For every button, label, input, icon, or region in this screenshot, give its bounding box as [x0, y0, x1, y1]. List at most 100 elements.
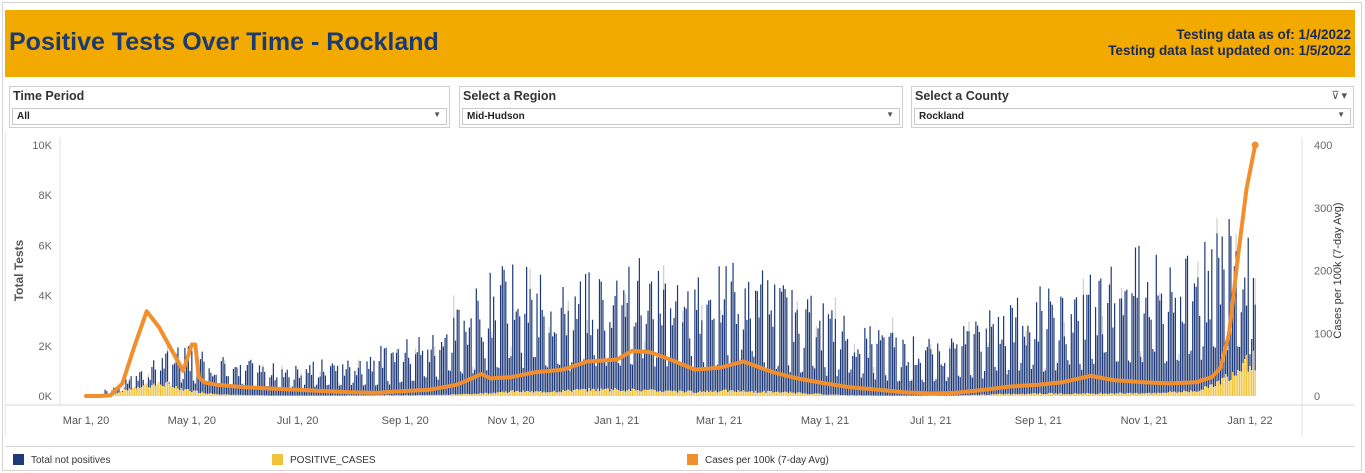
bar-positive-cases	[458, 394, 460, 396]
bar-positive-cases	[749, 391, 751, 396]
bar-positive-cases	[1013, 393, 1015, 396]
bar-total-not-positives	[744, 288, 746, 392]
bar-positive-cases	[562, 389, 564, 396]
bar-total-not-positives	[354, 370, 356, 396]
bar-total-not-positives	[550, 311, 552, 393]
bar-positive-cases	[682, 391, 684, 396]
bar-total-not-positives	[631, 364, 634, 389]
bar-total-not-positives	[616, 280, 618, 390]
bar-positive-cases	[1238, 371, 1241, 396]
bar-positive-cases	[671, 391, 673, 396]
bar-total-not-positives	[728, 365, 731, 391]
bar-total-not-positives	[579, 281, 581, 390]
bar-total-not-positives	[1122, 315, 1124, 394]
bar-positive-cases	[611, 389, 613, 396]
bar-total-not-positives	[385, 347, 387, 396]
legend-item-total-not-positives[interactable]: Total not positives	[13, 454, 111, 466]
bar-positive-cases	[427, 395, 429, 396]
bar-positive-cases	[777, 391, 779, 396]
bar-total-not-positives	[137, 380, 139, 387]
dropdown-arrow-icon[interactable]: ▾	[1341, 90, 1349, 102]
bar-positive-cases	[524, 392, 526, 396]
bar-suppressed	[624, 294, 627, 317]
bar-suppressed	[128, 378, 130, 381]
bar-total-not-positives	[569, 370, 571, 391]
bar-total-not-positives	[1140, 356, 1142, 394]
bar-positive-cases	[845, 395, 847, 396]
bar-positive-cases	[1219, 384, 1222, 396]
bar-positive-cases	[1192, 391, 1194, 396]
bar-total-not-positives	[362, 385, 365, 396]
bar-positive-cases	[867, 395, 869, 396]
bar-positive-cases	[673, 390, 675, 396]
bar-positive-cases	[970, 395, 972, 396]
bar-positive-cases	[446, 394, 448, 396]
bar-total-not-positives	[149, 379, 151, 388]
bar-total-not-positives	[1157, 295, 1159, 393]
bar-total-not-positives	[1098, 280, 1100, 394]
bar-total-not-positives	[1022, 325, 1024, 394]
bar-positive-cases	[1107, 394, 1109, 396]
bar-positive-cases	[859, 395, 861, 396]
bar-total-not-positives	[250, 359, 252, 396]
bar-positive-cases	[569, 390, 571, 396]
bar-total-not-positives	[258, 365, 261, 396]
county-select[interactable]: Rockland ▼	[914, 108, 1351, 125]
time-period-select[interactable]: All ▼	[12, 108, 447, 125]
bar-positive-cases	[425, 395, 427, 396]
bar-positive-cases	[659, 390, 661, 396]
bar-positive-cases	[1160, 393, 1163, 396]
bar-total-not-positives	[529, 288, 531, 393]
legend-item-positive-cases[interactable]: POSITIVE_CASES	[272, 454, 376, 466]
bar-positive-cases	[760, 392, 762, 396]
bar-positive-cases	[676, 392, 679, 396]
bar-positive-cases	[560, 392, 562, 396]
bar-positive-cases	[130, 389, 132, 396]
clear-filter-icon[interactable]: ⊽	[1331, 90, 1342, 102]
bar-total-not-positives	[562, 286, 564, 390]
bar-total-not-positives	[329, 366, 332, 396]
tests-chart: 0K 2K 4K 6K 8K 10K 0 100 200 300 400 Total Tests Cas…	[4, 132, 1355, 437]
bar-positive-cases	[1001, 394, 1003, 396]
bar-total-not-positives	[394, 362, 396, 396]
bar-total-not-positives	[1094, 307, 1097, 395]
bar-total-not-positives	[421, 350, 424, 396]
bar-positive-cases	[650, 389, 653, 396]
bar-suppressed	[911, 379, 913, 381]
bar-positive-cases	[746, 392, 748, 396]
x-tick-label: Sep 1, 21	[1015, 415, 1062, 427]
bar-positive-cases	[1133, 393, 1135, 396]
legend-item-cases-per-100k[interactable]: Cases per 100k (7-day Avg)	[687, 454, 829, 466]
bar-positive-cases	[1164, 392, 1166, 396]
bar-suppressed	[1216, 218, 1218, 234]
bar-positive-cases	[720, 391, 722, 396]
page-title: Positive Tests Over Time - Rockland	[9, 28, 439, 56]
bar-total-not-positives	[654, 366, 656, 391]
bar-total-not-positives	[732, 262, 734, 391]
bar-positive-cases	[437, 394, 439, 396]
bar-positive-cases	[775, 391, 778, 396]
bar-positive-cases	[584, 389, 587, 396]
line-end-point	[1251, 141, 1259, 149]
bar-positive-cases	[558, 391, 561, 396]
bar-total-not-positives	[1162, 323, 1164, 393]
bar-positive-cases	[479, 393, 481, 396]
bar-total-not-positives	[236, 367, 238, 395]
bar-positive-cases	[985, 395, 987, 396]
bar-positive-cases	[642, 390, 644, 396]
bar-positive-cases	[857, 395, 859, 396]
bar-positive-cases	[1167, 392, 1170, 396]
bar-positive-cases	[368, 395, 370, 396]
bar-total-not-positives	[635, 322, 637, 391]
y2-axis-title: Cases per 100k (7-day Avg)	[1332, 202, 1344, 338]
bar-positive-cases	[756, 392, 758, 396]
bar-positive-cases	[392, 395, 394, 396]
bar-positive-cases	[1030, 393, 1033, 396]
bar-total-not-positives	[1082, 294, 1085, 394]
bar-total-not-positives	[1081, 369, 1083, 394]
bar-total-not-positives	[486, 370, 488, 393]
bar-total-not-positives	[661, 325, 663, 393]
bar-positive-cases	[127, 390, 129, 396]
region-select[interactable]: Mid-Hudson ▼	[462, 108, 900, 125]
bar-positive-cases	[987, 394, 989, 396]
